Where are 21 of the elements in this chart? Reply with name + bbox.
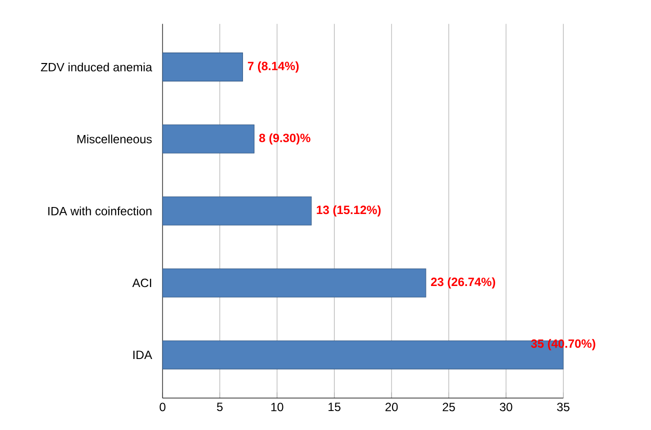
- data-label: 23 (26.74%): [431, 277, 496, 288]
- bar: [162, 52, 243, 82]
- data-label: 8 (9.30)%: [259, 133, 310, 144]
- y-tick-label: IDA with coinfection: [48, 206, 152, 216]
- x-tick-label: 15: [328, 402, 340, 412]
- bar: [162, 124, 254, 154]
- x-tick-label: 25: [442, 402, 455, 412]
- y-tick-label: Miscelleneous: [77, 134, 152, 144]
- bar: [162, 196, 312, 226]
- x-tick-label: 5: [216, 402, 223, 412]
- y-tick-label: ACI: [132, 278, 152, 288]
- x-tick-label: 20: [386, 402, 398, 412]
- data-label: 7 (8.14%): [248, 61, 299, 72]
- x-tick-label: 0: [160, 402, 166, 412]
- x-tick-label: 30: [500, 402, 512, 412]
- y-tick-label: ZDV induced anemia: [40, 62, 152, 72]
- bar: [162, 268, 426, 298]
- data-label: 13 (15.12%): [316, 205, 381, 216]
- x-tick-label: 35: [557, 402, 570, 412]
- y-tick-label: IDA: [133, 350, 152, 359]
- x-tick-label: 10: [271, 402, 284, 412]
